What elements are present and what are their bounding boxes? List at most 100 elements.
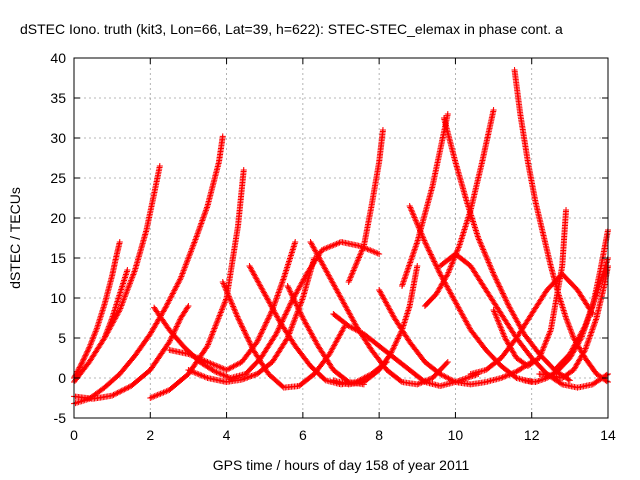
data-point [365,246,372,253]
data-point [213,369,220,376]
data-point [208,332,215,339]
data-point [290,318,297,325]
data-point [274,328,281,335]
data-point [186,251,193,258]
data-point [172,284,179,291]
data-point [90,334,97,341]
data-point [77,361,84,368]
data-point [287,288,294,295]
data-series [376,287,535,388]
data-point [590,322,597,329]
data-point [106,320,113,327]
data-point [352,261,359,268]
data-point [289,294,296,301]
data-series [284,283,367,388]
data-point [177,275,184,281]
data-point [181,266,188,273]
data-point [192,236,199,243]
data-point [178,272,185,279]
data-point [161,305,168,312]
data-point [327,243,334,250]
data-point [414,263,421,269]
data-point [188,352,195,359]
data-point [355,328,362,335]
data-point [266,312,273,319]
data-point [290,295,297,302]
data-point [81,355,88,362]
data-series [71,303,192,402]
data-point [194,230,201,237]
data-point [401,275,408,282]
data-point [293,301,300,308]
data-point [353,260,360,267]
data-point [335,240,342,247]
data-point [123,289,130,296]
data-point [200,213,207,220]
data-point [240,327,247,334]
data-point [207,335,214,342]
data-point [199,216,206,223]
data-point [284,307,291,314]
data-point [330,242,337,249]
data-point [352,263,359,270]
data-point [242,375,249,382]
y-tick-label: 30 [50,130,66,146]
data-point [224,289,231,296]
data-point [83,349,90,356]
data-point [201,210,208,217]
data-point [202,207,209,214]
data-point [226,294,233,301]
data-points [71,67,611,407]
data-point [163,303,170,310]
data-point [188,368,195,375]
data-point [413,240,420,247]
y-tick-label: 15 [50,250,66,266]
data-point [126,280,133,287]
data-point [238,321,245,328]
data-point [359,247,366,254]
data-point [191,353,198,360]
data-point [248,373,255,380]
data-point [157,390,164,397]
data-point [318,247,325,253]
data-point [281,312,288,319]
data-point [225,293,232,300]
data-point [193,235,200,241]
data-point [205,359,212,366]
data-point [283,310,290,317]
data-point [206,338,213,345]
data-point [173,323,180,330]
data-point [198,372,205,379]
data-point [414,381,421,388]
data-point [119,299,126,306]
data-point [220,281,227,288]
data-point [402,274,409,281]
x-tick-label: 4 [223,427,231,443]
data-point [218,306,225,313]
data-point [264,318,271,325]
data-point [201,211,208,218]
data-point [349,268,356,275]
data-point [241,375,248,382]
data-point [223,373,230,380]
data-point [256,333,263,340]
data-point [586,333,593,340]
data-point [208,360,215,367]
data-point [360,244,367,251]
data-point [354,257,361,264]
data-point [166,339,173,345]
data-point [285,285,292,292]
data-point [213,319,220,326]
data-point [214,369,221,376]
data-point [248,344,255,351]
data-point [298,297,305,304]
data-point [92,328,99,335]
data-point [592,317,599,324]
data-point [220,280,227,287]
data-point [195,355,202,362]
data-point [391,342,398,349]
data-point [198,219,205,225]
data-point [420,378,427,385]
data-point [196,224,203,231]
data-point [199,217,206,224]
